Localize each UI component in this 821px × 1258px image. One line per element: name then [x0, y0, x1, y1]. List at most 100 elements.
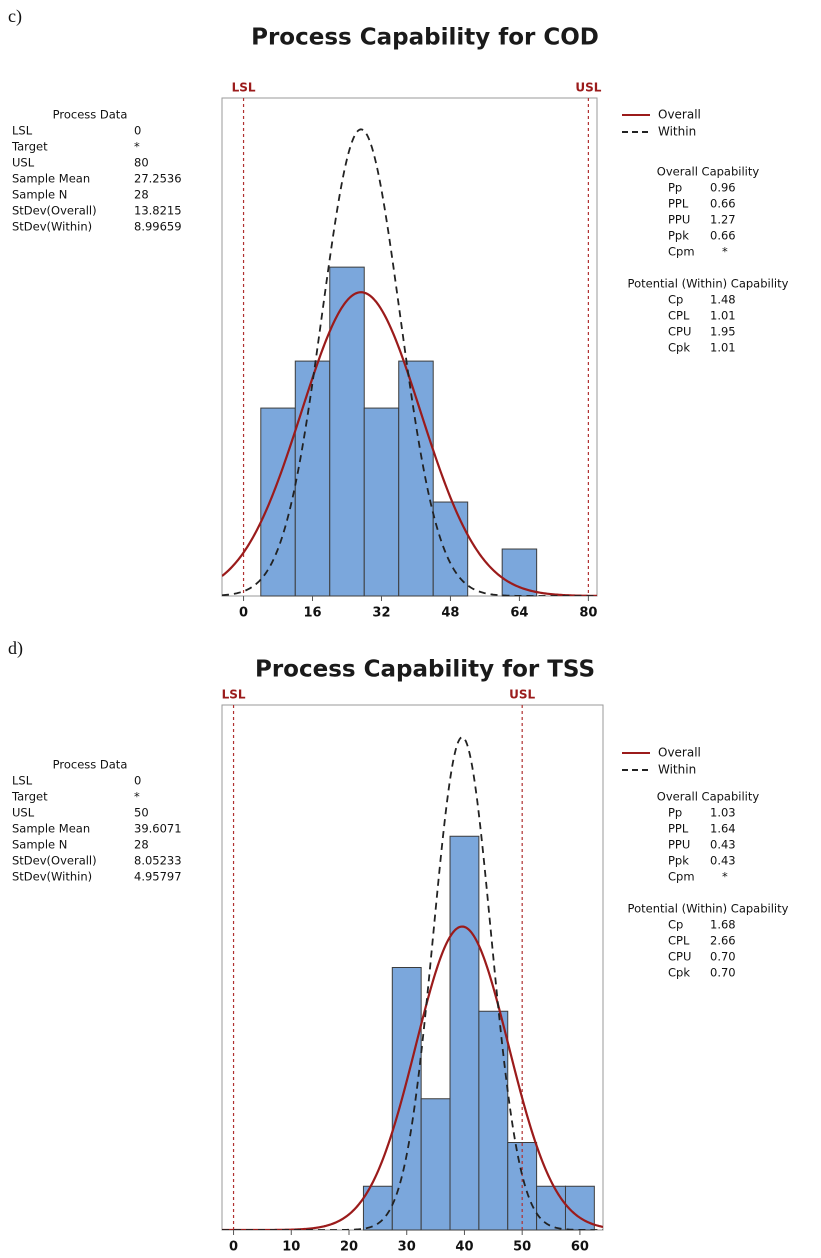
capability-label: Cpk [668, 341, 690, 355]
legend-label: Within [658, 125, 696, 139]
capability-value: 2.66 [710, 934, 736, 948]
capability-label: Cpm [668, 245, 695, 259]
legend-label: Overall [658, 746, 701, 760]
table-label: StDev(Overall) [12, 204, 97, 218]
table-label: LSL [12, 774, 33, 788]
x-tick-label: 40 [455, 1240, 473, 1255]
capability-value: 1.95 [710, 325, 736, 339]
capability-title: Potential (Within) Capability [628, 277, 789, 291]
capability-title: Overall Capability [657, 790, 760, 804]
x-tick-label: 48 [441, 606, 459, 621]
x-tick-label: 60 [571, 1240, 589, 1255]
x-tick-label: 30 [398, 1240, 416, 1255]
spec-limit-label: USL [509, 688, 535, 702]
spec-limit-label: LSL [222, 688, 246, 702]
table-label: Sample Mean [12, 822, 90, 836]
capability-value: 0.96 [710, 181, 736, 195]
capability-value: 1.01 [710, 309, 736, 323]
table-label: StDev(Within) [12, 220, 92, 234]
capability-label: Pp [668, 181, 682, 195]
capability-label: CPL [668, 309, 690, 323]
x-tick-label: 20 [340, 1240, 358, 1255]
fit-curve [222, 736, 603, 1230]
panel-label: c) [8, 6, 22, 27]
capability-label: Cp [668, 293, 683, 307]
table-value: 28 [134, 838, 149, 852]
x-tick-label: 80 [579, 606, 597, 621]
capability-value: 0.43 [710, 854, 736, 868]
capability-value: * [722, 870, 728, 884]
bar [329, 266, 365, 597]
capability-value: 0.70 [710, 950, 736, 964]
table-title: Process Data [53, 108, 128, 122]
x-tick-label: 0 [239, 606, 248, 621]
capability-label: Cpk [668, 966, 690, 980]
table-label: Target [11, 140, 48, 154]
capability-value: 0.70 [710, 966, 736, 980]
panel-label: d) [8, 638, 23, 659]
capability-value: 0.43 [710, 838, 736, 852]
capability-label: PPL [668, 197, 689, 211]
bar [363, 407, 400, 597]
table-value: 4.95797 [134, 870, 182, 884]
capability-label: Pp [668, 806, 682, 820]
capability-label: CPL [668, 934, 690, 948]
x-tick-label: 64 [510, 606, 528, 621]
fit-curve [222, 291, 597, 596]
table-value: 0 [134, 124, 141, 138]
capability-value: 0.66 [710, 229, 736, 243]
table-value: * [134, 140, 140, 154]
bar [478, 1010, 509, 1231]
capability-value: 1.01 [710, 341, 736, 355]
table-label: Sample N [12, 188, 67, 202]
capability-label: Ppk [668, 854, 689, 868]
spec-limit-label: USL [575, 81, 601, 95]
capability-label: Cpm [668, 870, 695, 884]
table-label: StDev(Within) [12, 870, 92, 884]
legend-label: Within [658, 763, 696, 777]
capability-label: Cp [668, 918, 683, 932]
panel: c) Process Capability for COD 0 16 32 48 64 80 L… [8, 6, 789, 620]
capability-title: Overall Capability [657, 165, 760, 179]
capability-value: 1.03 [710, 806, 736, 820]
table-value: * [134, 790, 140, 804]
capability-label: PPL [668, 822, 689, 836]
table-value: 27.2536 [134, 172, 182, 186]
chart-title: Process Capability for TSS [255, 657, 595, 683]
spec-limit-label: LSL [232, 81, 256, 95]
capability-title: Potential (Within) Capability [628, 902, 789, 916]
table-value: 39.6071 [134, 822, 182, 836]
table-value: 8.05233 [134, 854, 182, 868]
table-title: Process Data [53, 758, 128, 772]
table-label: USL [12, 156, 35, 170]
bar [260, 407, 296, 597]
bar [420, 1098, 451, 1231]
table-label: Sample N [12, 838, 67, 852]
capability-value: 0.66 [710, 197, 736, 211]
capability-label: PPU [668, 838, 690, 852]
capability-label: CPU [668, 950, 691, 964]
bar [501, 548, 538, 597]
bar [536, 1185, 566, 1231]
table-label: Target [11, 790, 48, 804]
fit-curve [222, 128, 597, 596]
table-label: LSL [12, 124, 33, 138]
capability-value: 1.27 [710, 213, 736, 227]
table-label: StDev(Overall) [12, 854, 97, 868]
table-value: 8.99659 [134, 220, 182, 234]
table-value: 50 [134, 806, 149, 820]
bar [449, 835, 480, 1231]
legend-label: Overall [658, 108, 701, 122]
capability-label: CPU [668, 325, 691, 339]
chart-title: Process Capability for COD [251, 25, 599, 51]
capability-value: 1.64 [710, 822, 736, 836]
x-tick-label: 32 [372, 606, 390, 621]
capability-label: Ppk [668, 229, 689, 243]
capability-value: * [722, 245, 728, 259]
x-tick-label: 50 [513, 1240, 531, 1255]
table-value: 13.8215 [134, 204, 182, 218]
capability-label: PPU [668, 213, 690, 227]
bar [391, 967, 422, 1231]
